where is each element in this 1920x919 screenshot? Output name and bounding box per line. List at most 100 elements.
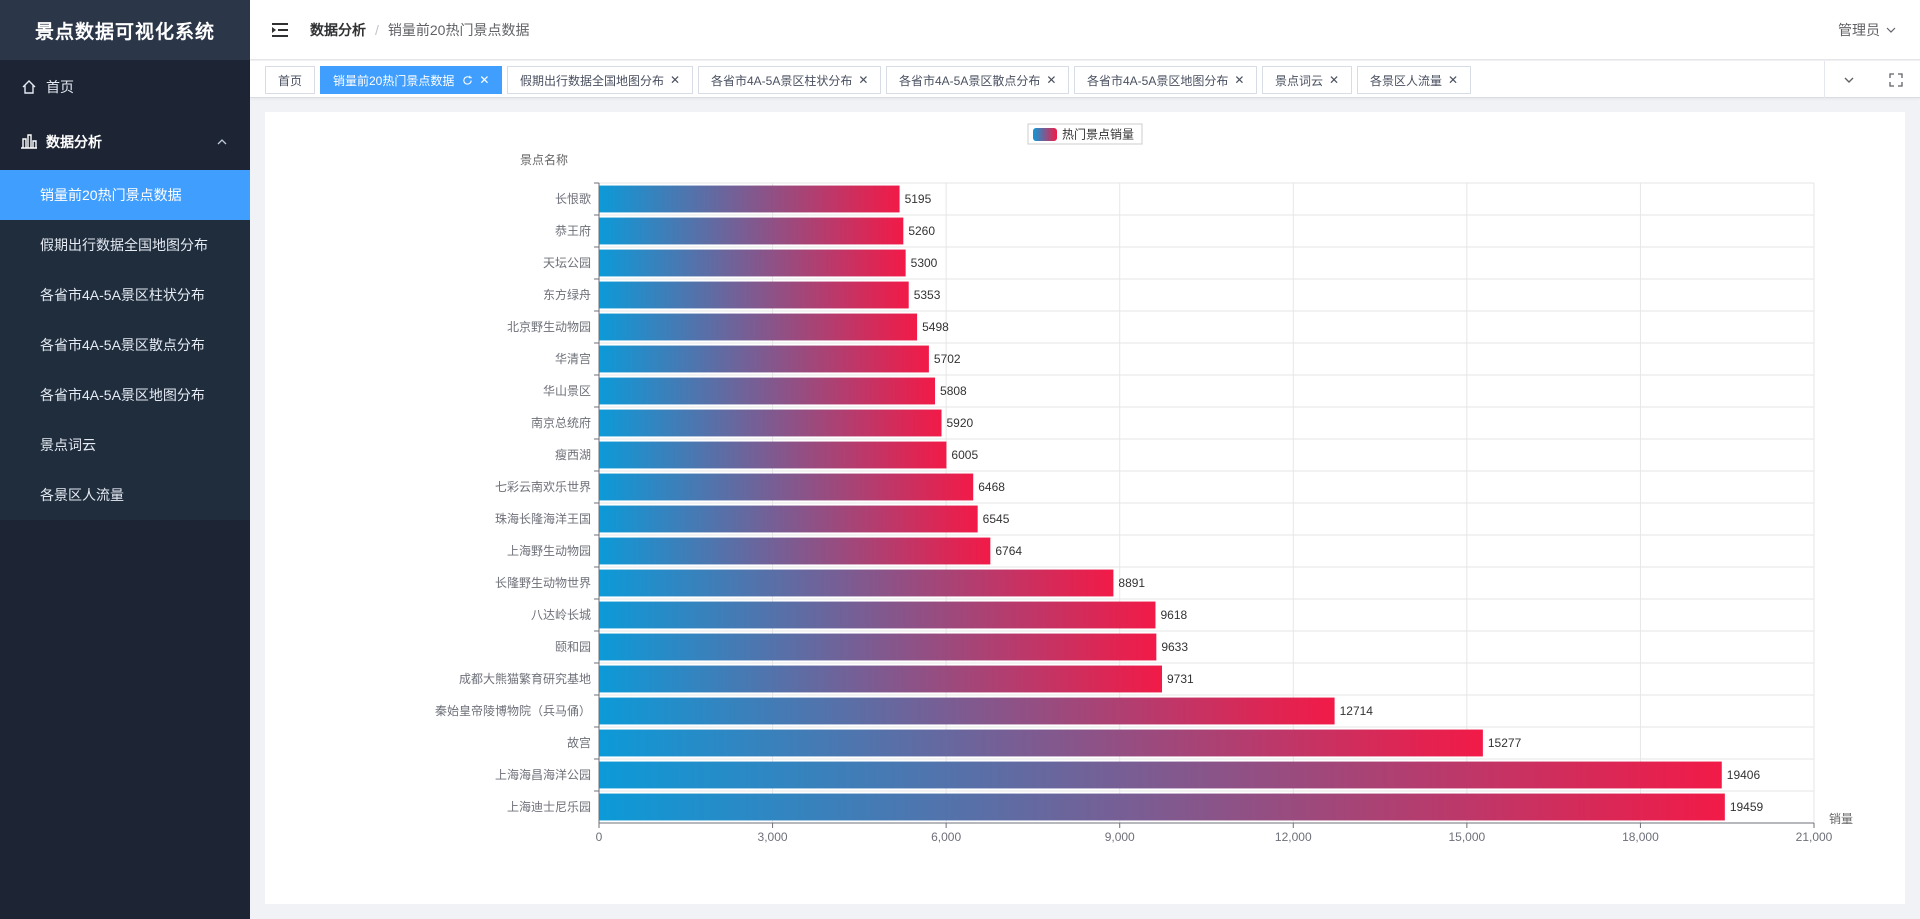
tag-label: 首页 bbox=[278, 73, 303, 88]
sidebar-item-2[interactable]: 假期出行数据全国地图分布 bbox=[0, 220, 250, 270]
bar[interactable] bbox=[599, 249, 906, 277]
chevron-up-icon bbox=[217, 139, 227, 145]
bar[interactable] bbox=[599, 569, 1114, 597]
fullscreen-button[interactable] bbox=[1882, 66, 1910, 94]
sidebar-submenu: 销量前20热门景点数据假期出行数据全国地图分布 各省市4A-5A景区柱状分布各省市… bbox=[0, 170, 250, 520]
bar-value-label: 5920 bbox=[947, 416, 974, 430]
tag-5[interactable]: 各省市4A-5A景区散点分布 ✕ bbox=[886, 66, 1070, 94]
bar-value-label: 6764 bbox=[995, 544, 1022, 558]
tag-label: 假期出行数据全国地图分布 bbox=[520, 73, 665, 88]
bar[interactable] bbox=[599, 633, 1157, 661]
sidebar-item-label: 各省市4A-5A景区柱状分布 bbox=[40, 287, 205, 303]
close-icon[interactable]: ✕ bbox=[479, 73, 490, 87]
menu-fold-icon bbox=[272, 22, 288, 37]
bar-value-label: 9618 bbox=[1160, 608, 1187, 622]
y-tick-label: 南京总统府 bbox=[531, 415, 591, 430]
bar[interactable] bbox=[599, 697, 1335, 725]
tag-1[interactable]: 首页 bbox=[265, 66, 316, 94]
y-tick-label: 天坛公园 bbox=[543, 256, 591, 270]
bar-value-label: 5300 bbox=[911, 256, 938, 270]
y-tick-label: 恭王府 bbox=[555, 223, 591, 238]
close-icon[interactable]: ✕ bbox=[858, 73, 869, 87]
bar[interactable] bbox=[599, 729, 1483, 757]
close-icon[interactable]: ✕ bbox=[1329, 73, 1340, 87]
hamburger-toggle[interactable] bbox=[250, 0, 310, 60]
user-name: 管理员 bbox=[1838, 22, 1880, 38]
bar[interactable] bbox=[599, 505, 978, 533]
sidebar-item-label: 销量前20热门景点数据 bbox=[40, 187, 182, 203]
bar[interactable] bbox=[599, 473, 974, 501]
y-tick-label: 珠海长隆海洋王国 bbox=[495, 511, 591, 526]
bar-value-label: 5353 bbox=[914, 288, 941, 302]
bar-value-label: 5195 bbox=[905, 192, 932, 206]
legend-swatch bbox=[1033, 128, 1057, 141]
bar[interactable] bbox=[599, 409, 942, 437]
tag-label: 各省市4A-5A景区地图分布 bbox=[1087, 73, 1229, 88]
tag-label: 各省市4A-5A景区散点分布 bbox=[899, 73, 1041, 88]
sidebar-item-label: 首页 bbox=[46, 79, 74, 95]
tag-6[interactable]: 各省市4A-5A景区地图分布 ✕ bbox=[1074, 66, 1258, 94]
y-tick-label: 上海野生动物园 bbox=[507, 543, 591, 558]
bar-value-label: 5702 bbox=[934, 352, 961, 366]
x-tick-label: 3,000 bbox=[758, 830, 788, 844]
bar[interactable] bbox=[599, 601, 1156, 629]
sidebar-item-7[interactable]: 各景区人流量 bbox=[0, 470, 250, 520]
sidebar-item-3[interactable]: 各省市4A-5A景区柱状分布 bbox=[0, 270, 250, 320]
sidebar-item-6[interactable]: 景点词云 bbox=[0, 420, 250, 470]
sidebar-group-data-analysis[interactable]: 数据分析 bbox=[0, 114, 250, 170]
bar[interactable] bbox=[599, 377, 936, 405]
bar[interactable] bbox=[599, 345, 929, 373]
sidebar-item-5[interactable]: 各省市4A-5A景区地图分布 bbox=[0, 370, 250, 420]
bar[interactable] bbox=[599, 793, 1725, 821]
y-tick-label: 秦始皇帝陵博物院（兵马俑） bbox=[435, 703, 591, 718]
main-content: 5195 5260 5300 5353 5498 5702 5808 5920 6005 6468… bbox=[265, 112, 1905, 904]
y-tick-label: 华清宫 bbox=[555, 351, 591, 366]
sidebar-item-label: 假期出行数据全国地图分布 bbox=[40, 237, 208, 253]
bar[interactable] bbox=[599, 537, 991, 565]
tag-4[interactable]: 各省市4A-5A景区柱状分布 ✕ bbox=[698, 66, 882, 94]
close-icon[interactable]: ✕ bbox=[1448, 73, 1459, 87]
y-tick-label: 华山景区 bbox=[543, 384, 591, 398]
y-tick-label: 上海迪士尼乐园 bbox=[507, 799, 591, 814]
user-menu[interactable]: 管理员 bbox=[1838, 0, 1896, 60]
bar[interactable] bbox=[599, 761, 1722, 789]
sidebar-item-label: 各景区人流量 bbox=[40, 487, 124, 503]
bar-value-label: 9633 bbox=[1161, 640, 1188, 654]
x-tick-label: 21,000 bbox=[1796, 830, 1833, 844]
sidebar-item-home[interactable]: 首页 bbox=[0, 60, 250, 114]
bar[interactable] bbox=[599, 313, 918, 341]
tag-label: 销量前20热门景点数据 bbox=[333, 73, 455, 88]
bar[interactable] bbox=[599, 281, 909, 309]
chart-legend[interactable]: 热门景点销量 bbox=[1027, 123, 1143, 145]
close-icon[interactable]: ✕ bbox=[1234, 73, 1245, 87]
y-tick-label: 八达岭长城 bbox=[531, 608, 591, 622]
fullscreen-icon bbox=[1889, 72, 1903, 87]
x-tick-label: 9,000 bbox=[1105, 830, 1135, 844]
close-icon[interactable]: ✕ bbox=[670, 73, 681, 87]
breadcrumb-item-group[interactable]: 数据分析 bbox=[310, 21, 366, 38]
refresh-icon[interactable] bbox=[462, 75, 473, 86]
bar[interactable] bbox=[599, 185, 900, 213]
sidebar-item-4[interactable]: 各省市4A-5A景区散点分布 bbox=[0, 320, 250, 370]
bar-value-label: 9731 bbox=[1167, 672, 1194, 686]
top-header: 数据分析 / 销量前20热门景点数据 管理员 bbox=[250, 0, 1920, 60]
close-icon[interactable]: ✕ bbox=[1046, 73, 1057, 87]
bar[interactable] bbox=[599, 441, 947, 469]
bar-value-label: 19406 bbox=[1727, 768, 1761, 782]
tag-7[interactable]: 景点词云 ✕ bbox=[1262, 66, 1353, 94]
y-tick-label: 故宫 bbox=[567, 735, 591, 750]
bar[interactable] bbox=[599, 665, 1163, 693]
bar-value-label: 19459 bbox=[1730, 800, 1764, 814]
sidebar-item-1[interactable]: 销量前20热门景点数据 bbox=[0, 170, 250, 220]
tag-8[interactable]: 各景区人流量 ✕ bbox=[1357, 66, 1472, 94]
tag-3[interactable]: 假期出行数据全国地图分布 ✕ bbox=[507, 66, 694, 94]
sidebar: 景点数据可视化系统 首页 数据分析 销量前20热门景点数据 假期出行数据全国地图分… bbox=[0, 0, 250, 919]
tag-2[interactable]: 销量前20热门景点数据 ✕ bbox=[320, 66, 503, 94]
tags-dropdown-button[interactable] bbox=[1835, 66, 1863, 94]
x-axis-title: 销量 bbox=[1829, 812, 1853, 826]
y-tick-label: 东方绿舟 bbox=[543, 287, 591, 302]
bar-value-label: 12714 bbox=[1340, 704, 1374, 718]
breadcrumb-separator: / bbox=[375, 21, 379, 38]
y-tick-label: 长恨歌 bbox=[555, 191, 591, 206]
bar[interactable] bbox=[599, 217, 904, 245]
